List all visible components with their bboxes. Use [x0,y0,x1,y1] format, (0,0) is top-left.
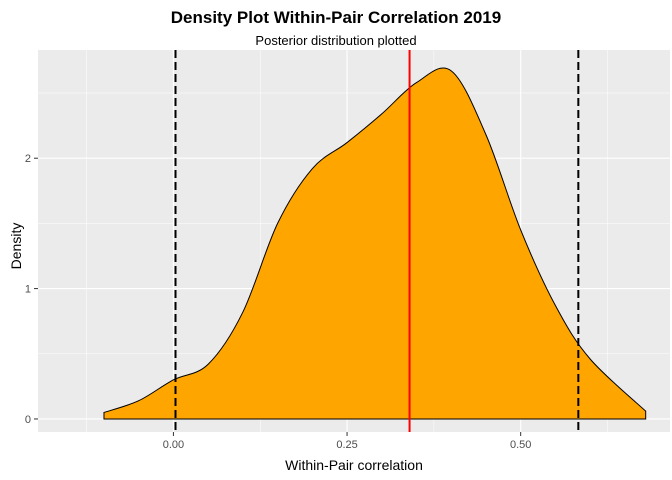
y-tick-label: 0 [25,414,31,426]
chart-title: Density Plot Within-Pair Correlation 201… [170,8,502,27]
axis-ticks: 0.00 0.25 0.50 0 1 2 [25,153,532,451]
x-axis-label: Within-Pair correlation [285,457,423,473]
density-area [103,67,647,420]
y-tick-label: 2 [25,153,31,165]
y-tick-label: 1 [25,284,31,296]
y-axis-label: Density [8,222,24,270]
x-tick-label: 0.50 [510,439,531,451]
chart-subtitle: Posterior distribution plotted [255,33,417,48]
reference-lines [174,50,580,432]
x-tick-label: 0.00 [163,439,184,451]
x-tick-label: 0.25 [336,439,357,451]
